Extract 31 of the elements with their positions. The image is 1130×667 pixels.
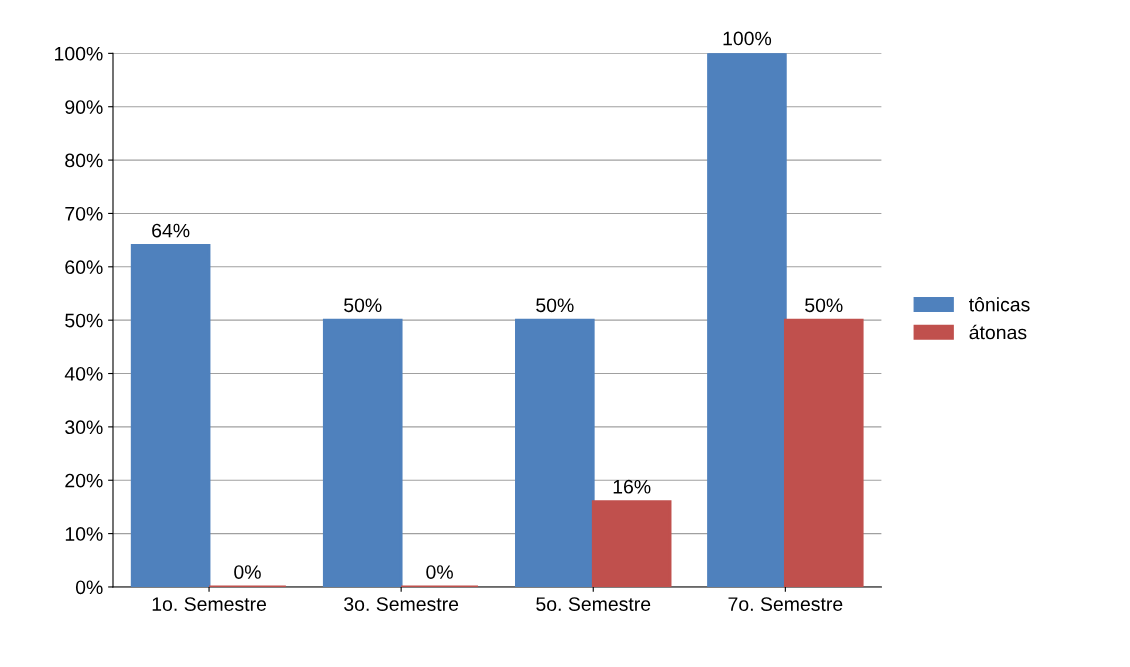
- data-label: 50%: [536, 298, 574, 313]
- x-tick-label: 7o. Semestre: [728, 597, 843, 611]
- bar: [707, 53, 787, 587]
- y-tick-label: 70%: [65, 206, 103, 221]
- y-tick-label: 100%: [55, 46, 103, 61]
- y-tick-label: 90%: [65, 100, 103, 114]
- y-tick-label: 30%: [65, 420, 103, 435]
- y-tick-label: 0%: [75, 580, 103, 595]
- y-tick-label: 40%: [64, 366, 103, 381]
- legend-label: átonas: [969, 324, 1027, 340]
- y-tick-label: 60%: [65, 260, 103, 275]
- data-label: 0%: [234, 565, 261, 579]
- y-tick-label: 50%: [65, 313, 103, 328]
- y-tick-label: 10%: [65, 527, 103, 541]
- data-label: 16%: [613, 479, 651, 494]
- bar: [783, 318, 864, 587]
- y-tick-label: 80%: [65, 153, 103, 168]
- x-tick-label: 1o. Semestre: [152, 597, 267, 611]
- bar: [322, 318, 403, 587]
- legend-label: tônicas: [969, 297, 1030, 312]
- data-label: 0%: [426, 565, 453, 579]
- bar: [130, 244, 211, 587]
- bar: [591, 500, 672, 587]
- y-tick-label: 20%: [65, 473, 103, 488]
- data-label: 50%: [344, 298, 382, 313]
- bar: [515, 318, 595, 587]
- data-label: 64%: [152, 223, 190, 238]
- x-tick-label: 5o. Semestre: [536, 597, 651, 611]
- data-label: 50%: [805, 298, 843, 313]
- data-label: 100%: [723, 31, 772, 46]
- x-tick-label: 3o. Semestre: [344, 597, 459, 611]
